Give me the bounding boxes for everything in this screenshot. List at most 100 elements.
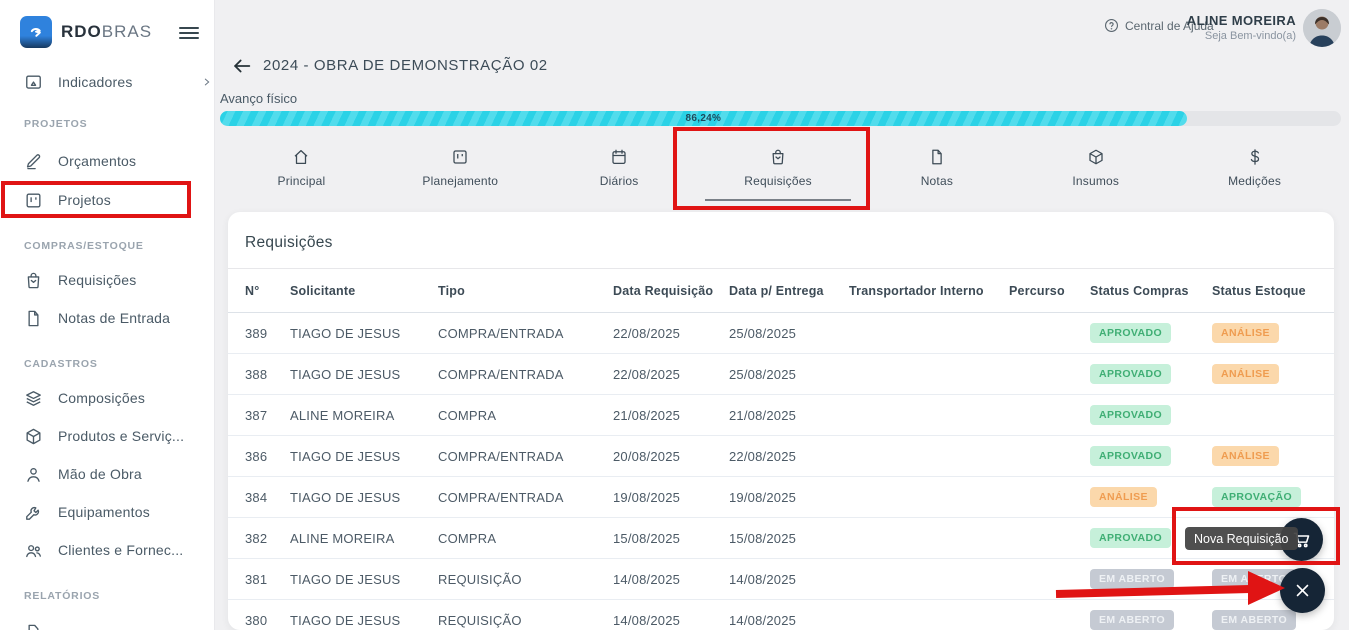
sidebar-item-projetos[interactable]: Projetos [24, 188, 111, 212]
cell-data-entrega: 14/08/2025 [729, 612, 797, 628]
new-requisition-tooltip: Nova Requisição [1185, 527, 1298, 550]
help-center-link[interactable]: Central de Ajuda [1104, 18, 1214, 33]
cell-tipo: COMPRA/ENTRADA [438, 366, 564, 382]
brand-logo[interactable]: RDOBRAS [20, 16, 199, 48]
progress-label: Avanço físico [220, 91, 298, 106]
cell-solicitante: TIAGO DE JESUS [290, 448, 401, 464]
table-row[interactable]: 381 TIAGO DE JESUS REQUISIÇÃO 14/08/2025 14/… [228, 559, 1334, 600]
menu-icon[interactable] [178, 24, 200, 42]
table-row[interactable]: 388 TIAGO DE JESUS COMPRA/ENTRADA 22/08/202… [228, 354, 1334, 395]
physical-progress-bar: 86,24% [220, 111, 1341, 126]
tab-requisicoes[interactable]: Requisições [699, 141, 858, 201]
status-badge: APROVADO [1090, 446, 1172, 466]
brand-name-bold: RDO [61, 22, 102, 41]
monitor-icon [26, 74, 41, 89]
cell-data-entrega: 25/08/2025 [729, 366, 797, 382]
table-header: N° Solicitante Tipo Data Requisição Data… [228, 269, 1334, 313]
table-row[interactable]: 384 TIAGO DE JESUS COMPRA/ENTRADA 19/08/202… [228, 477, 1334, 518]
sidebar-item-equipamentos[interactable]: Equipamentos [24, 500, 150, 524]
sidebar-item-mao-de-obra[interactable]: Mão de Obra [24, 462, 142, 486]
tab-insumos[interactable]: Insumos [1016, 141, 1175, 199]
back-arrow-icon[interactable] [231, 55, 253, 77]
sidebar-item-clientes-fornecedores[interactable]: Clientes e Fornec... [24, 538, 183, 562]
tab-planejamento[interactable]: Planejamento [381, 141, 540, 199]
person-icon [27, 467, 40, 482]
user-menu[interactable]: ALINE MOREIRA Seja Bem-vindo(a) [1100, 13, 1296, 42]
column-header-status-compras: Status Compras [1090, 283, 1189, 298]
sidebar-item-produtos-servicos[interactable]: Produtos e Serviç... [24, 424, 184, 448]
cell-tipo: COMPRA/ENTRADA [438, 448, 564, 464]
cell-status-compras: APROVADO [1090, 405, 1212, 425]
table-row[interactable]: 382 ALINE MOREIRA COMPRA 15/08/2025 15/08/20… [228, 518, 1334, 559]
close-fab-button[interactable] [1280, 568, 1325, 613]
close-icon [1296, 584, 1309, 597]
cell-numero: 387 [245, 407, 268, 423]
cell-data-requisicao: 14/08/2025 [613, 571, 681, 587]
project-tabs: Principal Planejamento Diários Requisiçõ… [222, 141, 1334, 201]
sidebar-item-notas-entrada[interactable]: Notas de Entrada [24, 306, 170, 330]
cell-solicitante: TIAGO DE JESUS [290, 489, 401, 505]
requisitions-card: Requisições N° Solicitante Tipo Data Req… [228, 212, 1334, 630]
table-row[interactable]: 386 TIAGO DE JESUS COMPRA/ENTRADA 20/08/202… [228, 436, 1334, 477]
cell-data-requisicao: 22/08/2025 [613, 325, 681, 341]
package-icon [26, 428, 41, 444]
file-icon [28, 310, 39, 326]
cell-status-estoque: ANÁLISE [1212, 364, 1334, 384]
sidebar-section-relatorios: RELATÓRIOS [24, 590, 101, 602]
sidebar-item-orcamentos[interactable]: Orçamentos [24, 149, 136, 173]
sidebar-item-label: Produtos e Serviç... [58, 428, 185, 444]
table-row[interactable]: 387 ALINE MOREIRA COMPRA 21/08/2025 21/08/20… [228, 395, 1334, 436]
sidebar-item-indicadores[interactable]: Indicadores [24, 70, 210, 94]
column-header-transportador: Transportador Interno [849, 283, 984, 298]
cell-status-compras: EM ABERTO [1090, 569, 1212, 589]
cell-data-requisicao: 20/08/2025 [613, 448, 681, 464]
card-title: Requisições [245, 234, 333, 251]
column-header-data-requisicao: Data Requisição [613, 283, 714, 298]
status-badge: APROVADO [1090, 364, 1172, 384]
cell-data-entrega: 25/08/2025 [729, 325, 797, 341]
cell-status-estoque: ANÁLISE [1212, 446, 1334, 466]
tab-medicoes[interactable]: Medições [1175, 141, 1334, 199]
sidebar-item-requisicoes[interactable]: Requisições [24, 268, 136, 292]
column-header-solicitante: Solicitante [290, 283, 356, 298]
sidebar-item-relatorio-partial[interactable] [24, 620, 43, 630]
layers-icon [26, 390, 41, 406]
sidebar-item-label: Projetos [58, 192, 111, 208]
chevron-right-icon [204, 78, 210, 86]
table-row[interactable]: 380 TIAGO DE JESUS REQUISIÇÃO 14/08/2025 14/… [228, 600, 1334, 630]
package-icon [1089, 149, 1103, 165]
column-header-numero: N° [245, 283, 260, 298]
cell-numero: 380 [245, 612, 268, 628]
tab-principal[interactable]: Principal [222, 141, 381, 199]
pencil-icon [26, 153, 41, 169]
sidebar: RDOBRAS Indicadores PROJETOS Orçamentos … [0, 0, 215, 630]
sidebar-section-cadastros: CADASTROS [24, 358, 98, 370]
sidebar-item-label: Composições [58, 390, 146, 406]
cell-data-entrega: 14/08/2025 [729, 571, 797, 587]
status-badge: ANÁLISE [1212, 446, 1279, 466]
sidebar-section-projetos: PROJETOS [24, 118, 88, 130]
cell-status-compras: APROVADO [1090, 528, 1212, 548]
cell-data-requisicao: 15/08/2025 [613, 530, 681, 546]
user-name: ALINE MOREIRA [1186, 13, 1296, 28]
sidebar-item-composicoes[interactable]: Composições [24, 386, 145, 410]
tab-notas[interactable]: Notas [857, 141, 1016, 199]
file-icon [932, 149, 942, 165]
table-body: 389 TIAGO DE JESUS COMPRA/ENTRADA 22/08/202… [228, 313, 1334, 630]
tab-label: Medições [1228, 174, 1282, 188]
cell-tipo: COMPRA [438, 407, 497, 423]
cell-solicitante: TIAGO DE JESUS [290, 571, 401, 587]
sidebar-item-label: Notas de Entrada [58, 310, 171, 326]
cell-numero: 388 [245, 366, 268, 382]
table-row[interactable]: 389 TIAGO DE JESUS COMPRA/ENTRADA 22/08/202… [228, 313, 1334, 354]
tab-diarios[interactable]: Diários [540, 141, 699, 199]
cell-status-compras: APROVADO [1090, 364, 1212, 384]
cell-solicitante: TIAGO DE JESUS [290, 325, 401, 341]
sidebar-item-label: Mão de Obra [58, 466, 142, 482]
cell-status-compras: APROVADO [1090, 323, 1212, 343]
avatar[interactable] [1303, 9, 1341, 47]
tab-label: Requisições [744, 174, 812, 188]
progress-value: 86,24% [685, 113, 722, 124]
sidebar-section-compras: COMPRAS/ESTOQUE [24, 240, 144, 252]
cell-tipo: COMPRA/ENTRADA [438, 325, 564, 341]
